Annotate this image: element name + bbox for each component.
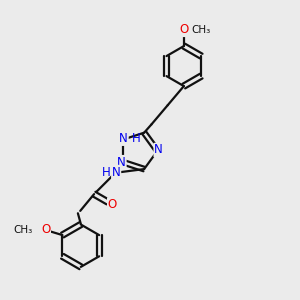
Text: N: N [117,156,126,169]
Text: CH₃: CH₃ [14,225,33,235]
Text: N: N [119,132,128,145]
Text: H: H [132,132,140,145]
Text: O: O [179,23,188,36]
Text: CH₃: CH₃ [192,25,211,35]
Text: O: O [41,223,50,236]
Text: N: N [154,143,163,157]
Text: O: O [108,198,117,211]
Text: H: H [101,166,110,178]
Text: N: N [112,166,121,178]
